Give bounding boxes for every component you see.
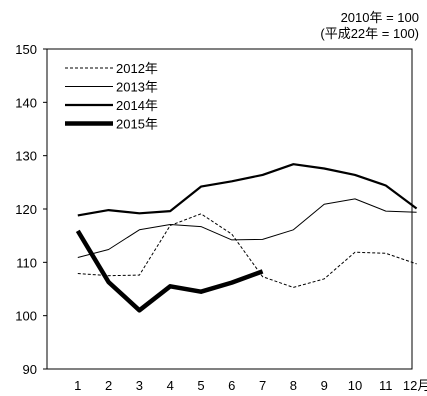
x-tick-label: 10 — [348, 378, 362, 393]
x-tick-label: 3 — [136, 378, 143, 393]
y-tick-label: 130 — [15, 149, 37, 164]
y-tick-label: 110 — [16, 255, 37, 270]
plot-area-frame — [46, 48, 413, 370]
legend-label: 2014年 — [116, 98, 158, 113]
y-tick-label: 120 — [15, 202, 37, 217]
x-tick-label: 6 — [228, 378, 235, 393]
x-tick-label: 1 — [74, 378, 81, 393]
legend-label: 2015年 — [116, 117, 158, 132]
x-tick-label: 11 — [379, 378, 393, 393]
x-tick-label: 7 — [259, 378, 266, 393]
x-tick-label: 2 — [105, 378, 112, 393]
legend-label: 2013年 — [116, 80, 158, 95]
series-line-2013年 — [77, 198, 417, 258]
x-tick-label: 8 — [290, 378, 297, 393]
unit-note-line-1: 2010年 = 100 — [340, 10, 419, 25]
x-tick-label: 5 — [197, 378, 204, 393]
series-line-2012年 — [77, 213, 417, 288]
y-tick-label: 140 — [15, 95, 37, 110]
x-tick-label: 9 — [321, 378, 328, 393]
series-line-2015年 — [75, 229, 264, 313]
y-tick-label: 150 — [15, 42, 37, 57]
unit-note-line-2: (平成22年 = 100) — [320, 26, 419, 41]
x-tick-label: 12月 — [403, 378, 427, 393]
y-tick-label: 100 — [15, 309, 37, 324]
x-tick-label: 4 — [167, 378, 174, 393]
legend-label: 2012年 — [116, 61, 158, 76]
series-line-2014年 — [77, 163, 418, 217]
y-tick-label: 90 — [23, 362, 37, 377]
